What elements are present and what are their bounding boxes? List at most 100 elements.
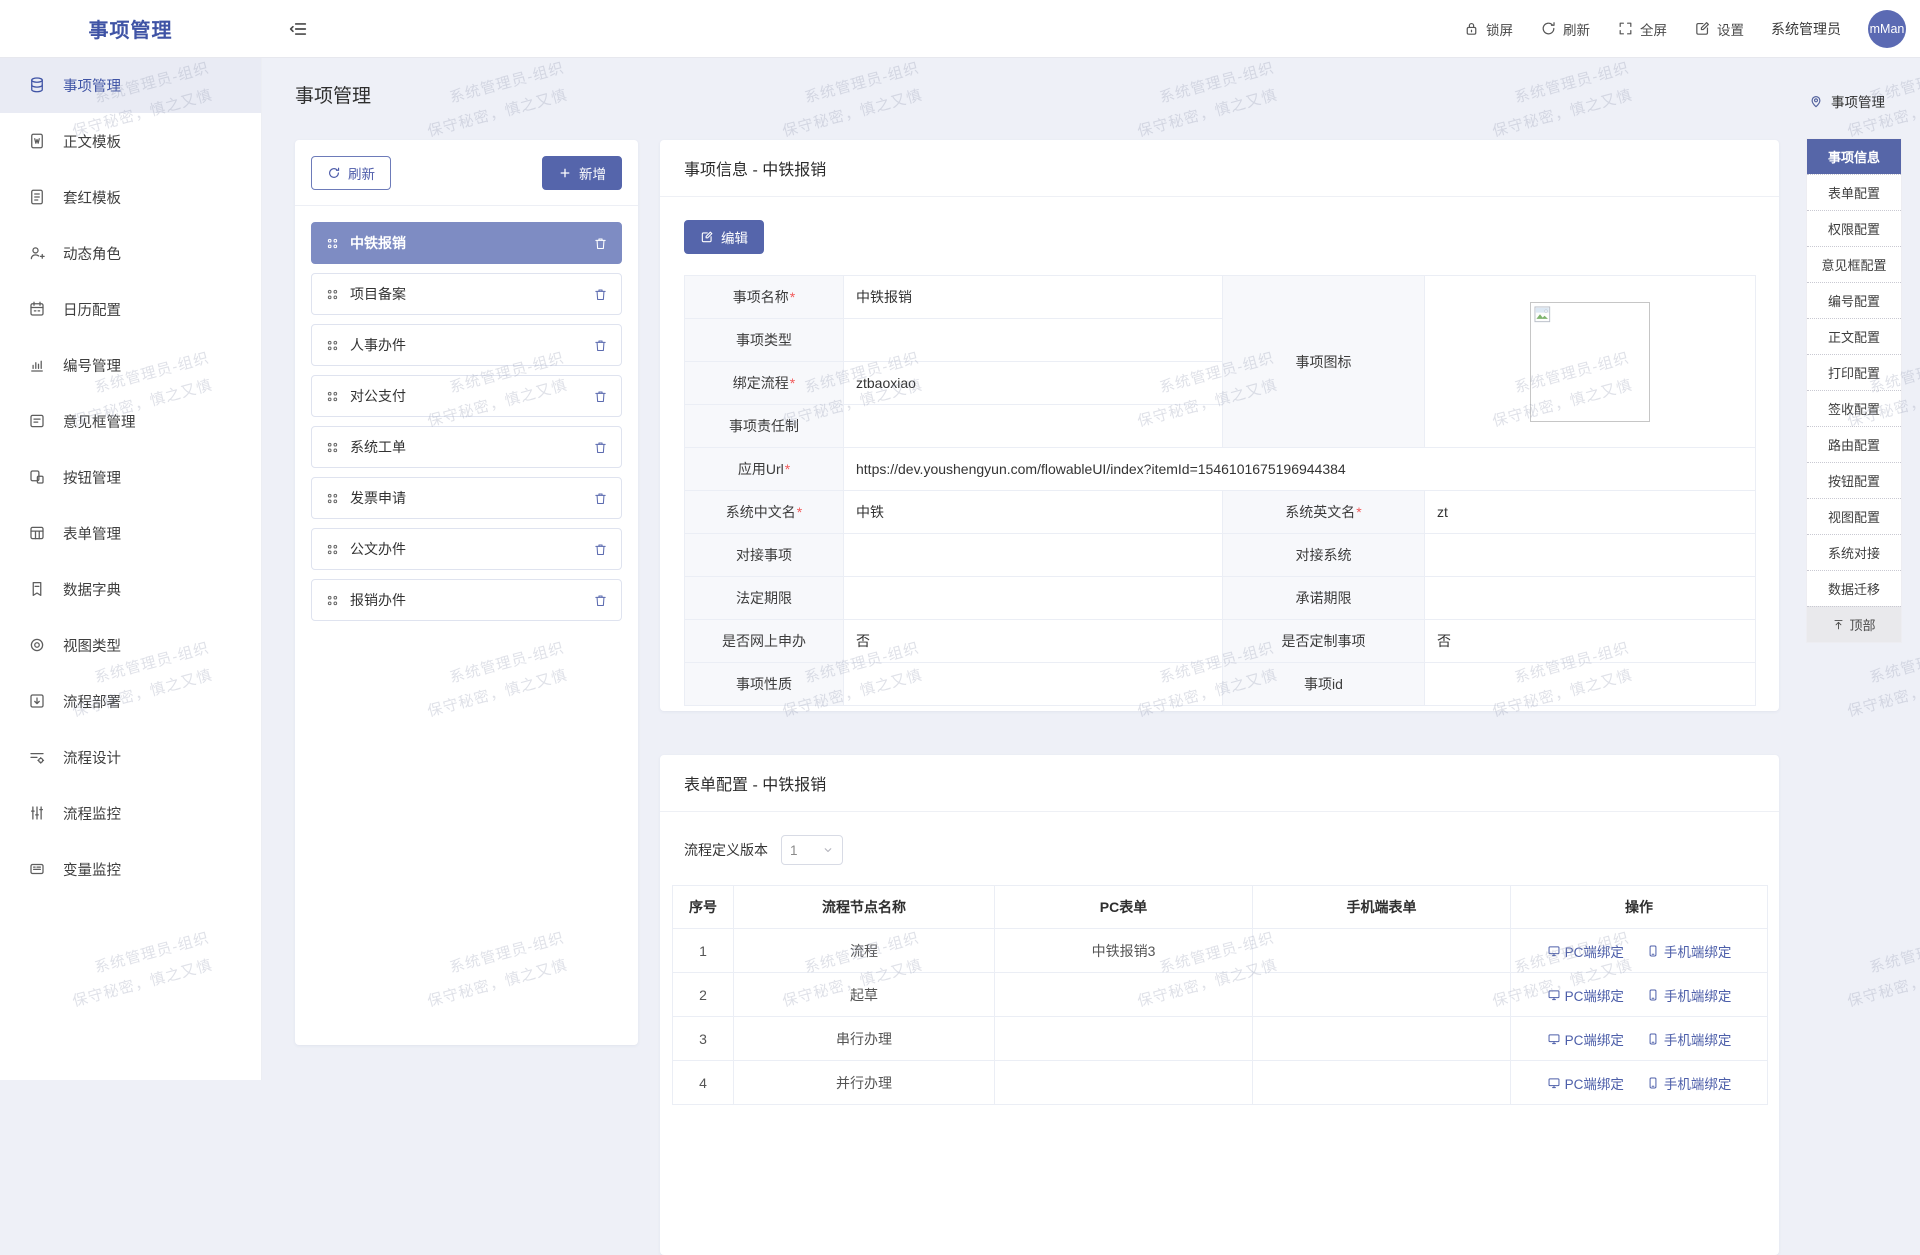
info-table-row: 应用Url* https://dev.youshengyun.com/flowab…	[684, 447, 1756, 491]
edit-square-icon	[1694, 20, 1711, 37]
field-label: 对接系统	[1222, 533, 1425, 577]
sidebar-item-label: 流程部署	[63, 694, 121, 711]
lock-icon	[1463, 20, 1480, 37]
delete-item-icon[interactable]	[593, 593, 608, 608]
list-item-报销办件[interactable]: 报销办件	[311, 579, 622, 621]
delete-item-icon[interactable]	[593, 236, 608, 251]
header-action-全屏[interactable]: 全屏	[1617, 19, 1667, 39]
field-value: 中铁报销	[843, 275, 1223, 319]
list-item-发票申请[interactable]: 发票申请	[311, 477, 622, 519]
sidebar-item-视图类型[interactable]: 视图类型	[0, 617, 261, 673]
anchor-item-编号配置[interactable]: 编号配置	[1807, 282, 1901, 318]
sidebar-item-正文模板[interactable]: 正文模板	[0, 113, 261, 169]
process-design-icon	[28, 748, 46, 766]
anchor-item-视图配置[interactable]: 视图配置	[1807, 498, 1901, 534]
anchor-item-顶部[interactable]: 顶部	[1807, 606, 1901, 642]
pc-bind-link[interactable]: PC端绑定	[1547, 1029, 1624, 1049]
variable-monitor-icon	[28, 860, 46, 878]
sidebar-item-label: 动态角色	[63, 246, 121, 263]
add-button-label: 新增	[579, 167, 606, 182]
field-label: 事项名称*	[684, 275, 844, 319]
refresh-button-label: 刷新	[348, 167, 375, 182]
anchor-item-路由配置[interactable]: 路由配置	[1807, 426, 1901, 462]
edit-button[interactable]: 编辑	[684, 220, 764, 254]
list-item-项目备案[interactable]: 项目备案	[311, 273, 622, 315]
sidebar-item-流程监控[interactable]: 流程监控	[0, 785, 261, 841]
mobile-bind-link[interactable]: 手机端绑定	[1646, 1029, 1732, 1049]
sidebar-item-按钮管理[interactable]: 按钮管理	[0, 449, 261, 505]
mobile-bind-link[interactable]: 手机端绑定	[1646, 1073, 1731, 1093]
anchor-item-事项信息[interactable]: 事项信息	[1807, 139, 1901, 174]
sidebar-item-编号管理[interactable]: 编号管理	[0, 337, 261, 393]
anchor-item-表单配置[interactable]: 表单配置	[1807, 174, 1901, 210]
button-icon	[28, 468, 46, 486]
sidebar-item-日历配置[interactable]: 日历配置	[0, 281, 261, 337]
add-button[interactable]: 新增	[542, 156, 622, 190]
version-select[interactable]: 1	[781, 835, 843, 865]
anchor-item-权限配置[interactable]: 权限配置	[1807, 210, 1901, 246]
sidebar-item-动态角色[interactable]: 动态角色	[0, 225, 261, 281]
anchor-item-label: 编号配置	[1827, 294, 1880, 309]
refresh-button[interactable]: 刷新	[311, 156, 391, 190]
delete-item-icon[interactable]	[593, 338, 608, 353]
version-select-value: 1	[790, 842, 798, 858]
item-icon-placeholder[interactable]	[1530, 301, 1650, 422]
anchor-item-正文配置[interactable]: 正文配置	[1807, 318, 1901, 354]
node-form-table: 序号 流程节点名称 PC表单 手机端表单 操作 1 流程 中铁报销3 PC端绑定 手机端…	[672, 885, 1768, 1105]
user-plus-icon	[28, 244, 46, 262]
list-item-label: 发票申请	[350, 490, 406, 506]
anchor-item-意见框配置[interactable]: 意见框配置	[1807, 246, 1901, 282]
sidebar-item-意见框管理[interactable]: 意见框管理	[0, 393, 261, 449]
list-item-公文办件[interactable]: 公文办件	[311, 528, 622, 570]
sidebar-collapse-icon[interactable]	[287, 18, 309, 40]
anchor-item-label: 路由配置	[1827, 438, 1880, 453]
sidebar-item-变量监控[interactable]: 变量监控	[0, 841, 261, 897]
pc-bind-label: PC端绑定	[1564, 1076, 1624, 1092]
delete-item-icon[interactable]	[593, 287, 608, 302]
anchor-item-label: 视图配置	[1827, 510, 1880, 525]
pc-bind-link[interactable]: PC端绑定	[1547, 1073, 1624, 1093]
field-label: 承诺期限	[1222, 576, 1425, 620]
anchor-item-签收配置[interactable]: 签收配置	[1807, 390, 1901, 426]
header-action-锁屏[interactable]: 锁屏	[1463, 19, 1513, 39]
mobile-bind-label: 手机端绑定	[1663, 1032, 1732, 1048]
delete-item-icon[interactable]	[593, 440, 608, 455]
sidebar-item-label: 套红模板	[63, 190, 121, 207]
grid-icon	[325, 542, 340, 557]
delete-item-icon[interactable]	[593, 491, 608, 506]
sidebar-item-label: 流程设计	[63, 750, 121, 767]
sidebar-item-事项管理[interactable]: 事项管理	[0, 57, 261, 113]
list-item-人事办件[interactable]: 人事办件	[311, 324, 622, 366]
info-table-row: 事项性质 事项id	[684, 662, 1756, 706]
sidebar-item-套红模板[interactable]: 套红模板	[0, 169, 261, 225]
sidebar-item-流程部署[interactable]: 流程部署	[0, 673, 261, 729]
pc-bind-link[interactable]: PC端绑定	[1547, 941, 1624, 961]
sidebar-item-数据字典[interactable]: 数据字典	[0, 561, 261, 617]
node-name: 起草	[733, 972, 995, 1017]
pc-bind-link[interactable]: PC端绑定	[1547, 985, 1624, 1005]
anchor-item-系统对接[interactable]: 系统对接	[1807, 534, 1901, 570]
field-value	[843, 576, 1223, 620]
mobile-bind-link[interactable]: 手机端绑定	[1646, 941, 1731, 961]
delete-item-icon[interactable]	[593, 542, 608, 557]
version-label: 流程定义版本	[684, 842, 768, 858]
header-action-设置[interactable]: 设置	[1694, 19, 1744, 39]
header-action-刷新[interactable]: 刷新	[1540, 19, 1590, 39]
sidebar-item-流程设计[interactable]: 流程设计	[0, 729, 261, 785]
node-name: 并行办理	[733, 1060, 995, 1105]
anchor-item-数据迁移[interactable]: 数据迁移	[1807, 570, 1901, 606]
pc-icon	[1547, 1032, 1561, 1046]
anchor-item-打印配置[interactable]: 打印配置	[1807, 354, 1901, 390]
delete-item-icon[interactable]	[593, 389, 608, 404]
anchor-item-label: 意见框配置	[1821, 258, 1887, 273]
list-item-中铁报销[interactable]: 中铁报销	[311, 222, 622, 264]
sidebar-item-表单管理[interactable]: 表单管理	[0, 505, 261, 561]
current-user-name[interactable]: 系统管理员	[1771, 20, 1841, 37]
list-item-系统工单[interactable]: 系统工单	[311, 426, 622, 468]
list-item-对公支付[interactable]: 对公支付	[311, 375, 622, 417]
anchor-item-label: 打印配置	[1827, 366, 1880, 381]
avatar[interactable]: mMan	[1868, 9, 1906, 48]
anchor-item-按钮配置[interactable]: 按钮配置	[1807, 462, 1901, 498]
info-table-row: 是否网上申办否是否定制事项否	[684, 619, 1756, 663]
mobile-bind-link[interactable]: 手机端绑定	[1646, 985, 1731, 1005]
